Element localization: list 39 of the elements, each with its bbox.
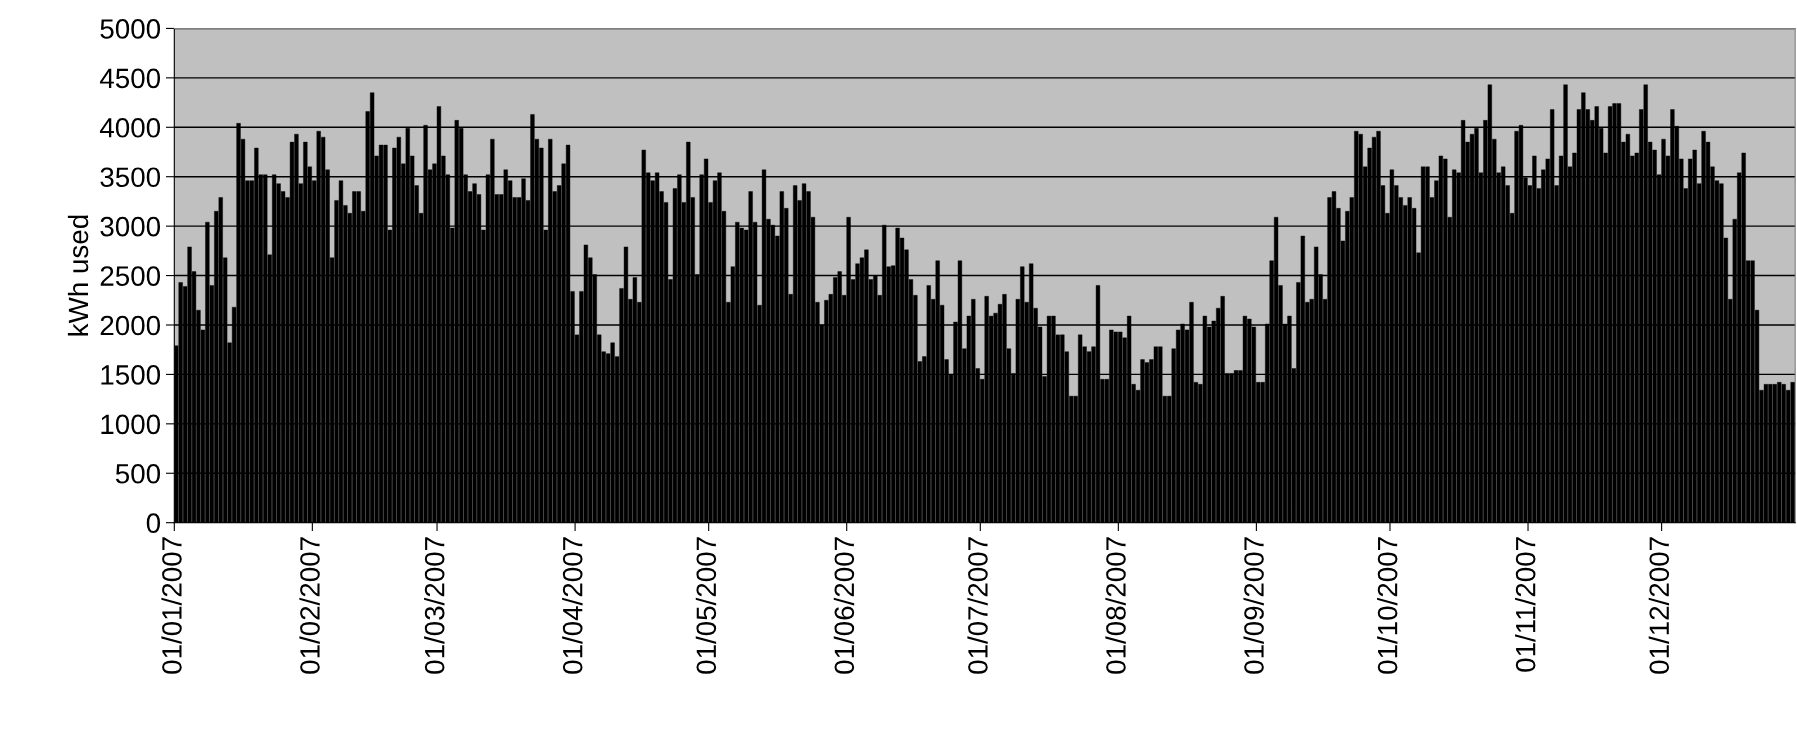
x-tick-label: 01/10/2007 [1377,537,1398,674]
bar [1625,133,1630,523]
x-tick-label: 01/07/2007 [967,537,988,674]
x-tick-label: 01/08/2007 [1105,537,1126,674]
bar [1331,191,1337,523]
y-tick-label: 4500 [99,68,161,89]
bar [1229,373,1234,523]
y-axis-title: kWh used [67,215,89,336]
bar [1781,384,1786,523]
x-tick-label: 01/03/2007 [424,537,445,674]
x-tick-label: 01/11/2007 [1515,537,1536,672]
x-tick-label: 01/09/2007 [1243,537,1264,674]
x-tick-label: 01/01/2007 [161,537,182,674]
y-tick-label: 2000 [100,315,161,336]
y-tick-label: 5000 [100,19,161,39]
y-tick-label: 4000 [99,117,161,138]
y-tick-label: 1500 [101,365,161,385]
bar [1358,133,1363,523]
x-tick-label: 01/12/2007 [1648,537,1670,674]
y-tick-label: 500 [115,463,161,484]
y-tick-label: 3000 [100,216,161,237]
y-tick-label: 0 [146,513,161,534]
y-tick-label: 1000 [101,414,161,435]
y-tick-label: 2500 [100,266,161,286]
bar [1144,362,1150,523]
bar [1763,384,1769,523]
x-tick-label: 01/04/2007 [562,537,583,674]
y-tick-label: 3500 [100,167,161,188]
bar [338,180,344,523]
bar [396,136,401,523]
bar [1790,382,1795,523]
bar [378,144,384,523]
bar [1233,370,1239,523]
bar [610,342,615,523]
x-tick-label: 01/02/2007 [299,537,320,674]
x-tick-label: 01/05/2007 [695,537,717,674]
bar [356,191,361,523]
x-tick-label: 01/06/2007 [833,537,855,674]
bar [801,183,807,523]
